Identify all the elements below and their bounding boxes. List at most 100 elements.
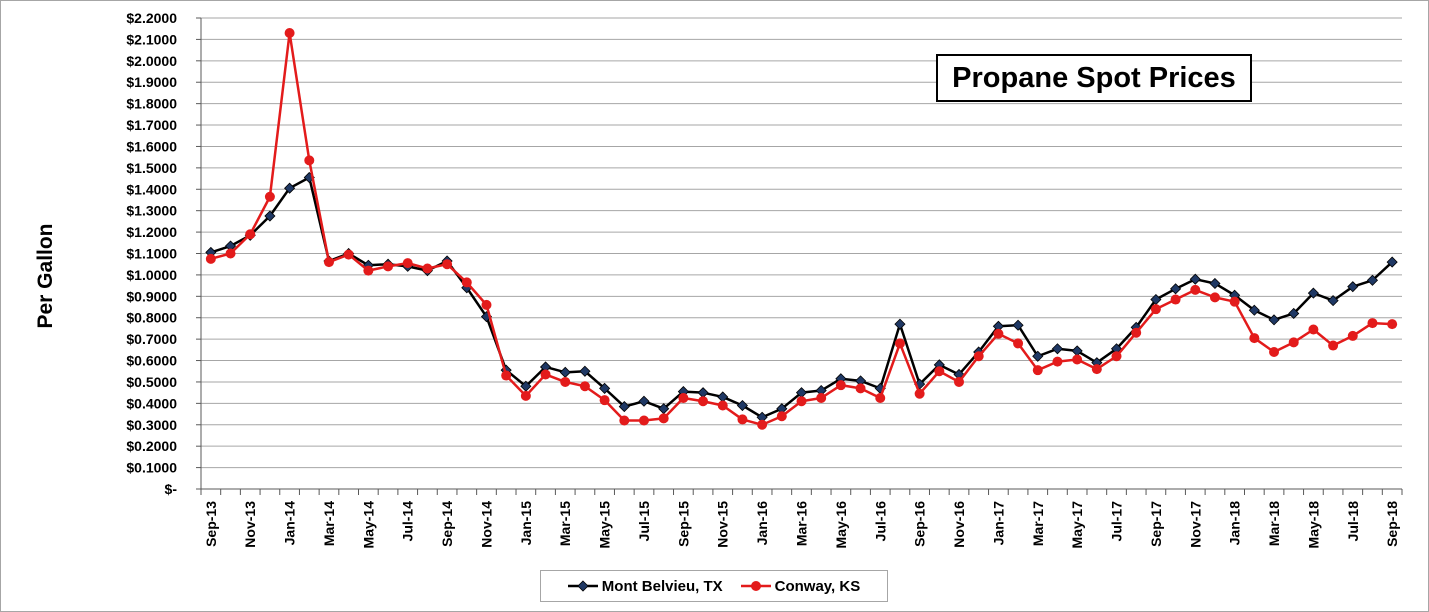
- data-point: [1268, 314, 1280, 326]
- data-point: [481, 299, 492, 310]
- data-point: [1150, 304, 1161, 315]
- data-point: [363, 265, 374, 276]
- data-point: [619, 415, 630, 426]
- x-tick-label: Nov-17: [1187, 501, 1203, 548]
- data-point: [717, 400, 728, 411]
- data-point: [894, 338, 905, 349]
- x-tick-label: Jan-14: [282, 501, 298, 546]
- y-tick-label: $-: [165, 481, 178, 497]
- data-point: [697, 387, 709, 399]
- data-point: [205, 253, 216, 264]
- x-tick-label: Nov-14: [478, 501, 494, 548]
- data-point: [954, 376, 965, 387]
- data-point: [1012, 319, 1024, 331]
- data-point: [1288, 337, 1299, 348]
- x-tick-label: Nov-13: [242, 501, 258, 548]
- data-point: [816, 393, 827, 404]
- x-tick-label: Sep-15: [675, 501, 691, 547]
- data-point: [1189, 273, 1201, 285]
- data-point: [1032, 350, 1044, 362]
- data-point: [1347, 330, 1358, 341]
- data-point: [1111, 351, 1122, 362]
- data-point: [402, 258, 413, 269]
- data-point: [284, 27, 295, 38]
- data-point: [1209, 277, 1221, 290]
- legend-label-conway: Conway, KS: [774, 577, 861, 595]
- data-point: [559, 366, 571, 378]
- y-tick-label: $0.7000: [126, 331, 177, 347]
- data-point: [993, 328, 1004, 339]
- y-tick-label: $0.4000: [126, 395, 177, 411]
- data-point: [1248, 304, 1260, 316]
- y-tick-label: $0.6000: [126, 353, 177, 369]
- data-point: [501, 370, 512, 381]
- x-tick-label: Jul-17: [1109, 501, 1125, 542]
- data-point: [1387, 319, 1398, 330]
- x-tick-label: May-17: [1069, 501, 1085, 549]
- legend-swatch-mont-belvieu: [567, 580, 598, 592]
- data-point: [698, 396, 709, 407]
- data-point: [383, 261, 394, 272]
- data-point: [638, 415, 649, 426]
- data-point: [304, 155, 315, 166]
- x-tick-label: Jan-18: [1227, 501, 1243, 546]
- x-tick-label: Mar-14: [321, 501, 337, 546]
- legend-item-conway: Conway, KS: [740, 577, 861, 595]
- series-conway: [205, 27, 1398, 430]
- data-point: [736, 399, 748, 412]
- data-point: [579, 365, 591, 377]
- y-tick-label: $2.2000: [126, 10, 177, 26]
- series-lines: [205, 27, 1398, 430]
- x-tick-label: Sep-17: [1148, 501, 1164, 547]
- legend-swatch-conway: [740, 581, 771, 591]
- x-tick-label: Mar-17: [1030, 501, 1046, 546]
- data-point: [875, 393, 886, 404]
- data-point: [1131, 327, 1142, 338]
- x-tick-label: Nov-15: [715, 501, 731, 548]
- data-point: [343, 249, 354, 260]
- y-tick-label: $1.8000: [126, 96, 177, 112]
- data-point: [658, 413, 669, 424]
- y-tick-label: $1.3000: [126, 203, 177, 219]
- y-tick-label: $2.0000: [126, 53, 177, 69]
- data-point: [678, 393, 689, 404]
- data-point: [1367, 318, 1378, 329]
- x-tick-label: Jul-18: [1345, 501, 1361, 542]
- x-tick-label: May-14: [360, 501, 376, 549]
- gridlines: [201, 17, 1402, 469]
- x-tick-label: Sep-14: [439, 501, 455, 547]
- data-point: [1229, 296, 1240, 307]
- y-tick-labels: $- $0.1000 $0.2000 $0.3000 $0.4000 $0.5000 $0.…: [126, 10, 177, 497]
- x-tick-label: Jul-14: [400, 501, 416, 542]
- y-tick-label: $1.2000: [126, 224, 177, 240]
- data-point: [855, 383, 866, 394]
- x-tick-label: May-16: [833, 501, 849, 549]
- data-point: [1327, 295, 1339, 307]
- x-tick-label: Jan-17: [990, 501, 1006, 546]
- data-point: [560, 376, 571, 387]
- y-tick-label: $0.2000: [126, 438, 177, 454]
- data-point: [579, 381, 590, 392]
- x-tick-label: Jan-16: [754, 501, 770, 546]
- y-tick-label: $1.6000: [126, 138, 177, 154]
- chart-title-box: Propane Spot Prices: [936, 54, 1252, 102]
- data-point: [1209, 292, 1220, 303]
- data-point: [540, 369, 551, 380]
- data-point: [1170, 283, 1182, 295]
- data-point: [1051, 343, 1064, 355]
- data-point: [638, 395, 650, 407]
- legend-item-mont-belvieu: Mont Belvieu, TX: [567, 578, 723, 595]
- data-point: [835, 380, 846, 391]
- data-point: [894, 318, 906, 330]
- legend: Mont Belvieu, TX Conway, KS: [540, 570, 888, 602]
- data-point: [284, 182, 296, 194]
- data-point: [757, 419, 768, 430]
- data-point: [1269, 346, 1280, 357]
- data-point: [323, 257, 334, 268]
- data-point: [264, 191, 275, 202]
- data-point: [717, 391, 729, 403]
- x-tick-label: Nov-16: [951, 501, 967, 548]
- x-tick-label: Sep-13: [203, 501, 219, 547]
- data-point: [776, 411, 787, 422]
